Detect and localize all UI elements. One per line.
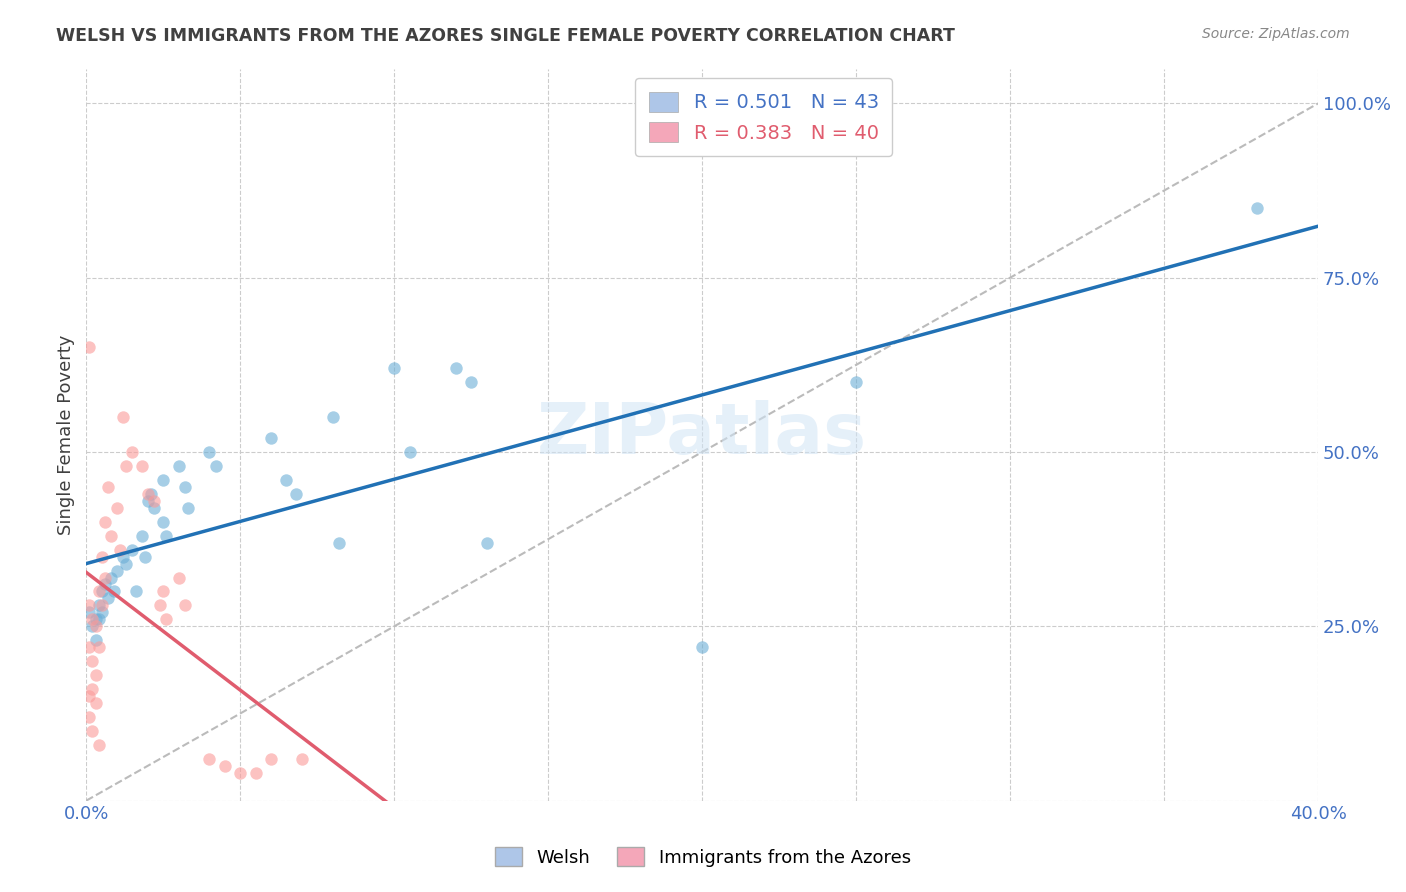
Point (82, 612, 104, 626)
Point (79, 689, 101, 703)
Point (84, 668, 107, 682)
Point (94, 577, 117, 591)
Point (198, 445, 221, 459)
Point (204, 458, 226, 473)
Point (84, 612, 107, 626)
Point (167, 458, 190, 473)
Point (79, 340, 101, 354)
Point (136, 493, 159, 508)
Point (284, 487, 307, 501)
Text: ZIPatlas: ZIPatlas (537, 401, 868, 469)
Point (845, 376, 868, 390)
Point (139, 487, 162, 501)
Point (1246, 201, 1268, 215)
Point (121, 445, 143, 459)
Point (124, 584, 146, 599)
Point (143, 500, 166, 515)
Point (84, 619, 107, 633)
Point (97, 480, 120, 494)
Point (155, 612, 177, 626)
Point (79, 710, 101, 724)
Y-axis label: Single Female Poverty: Single Female Poverty (58, 334, 75, 535)
Point (84, 696, 107, 710)
Point (90, 599, 112, 613)
Point (87, 599, 110, 613)
Point (79, 599, 101, 613)
Point (87, 584, 110, 599)
Text: Source: ZipAtlas.com: Source: ZipAtlas.com (1202, 27, 1350, 41)
Point (398, 445, 420, 459)
Point (115, 458, 138, 473)
Point (79, 606, 101, 620)
Point (475, 535, 498, 549)
Point (167, 570, 190, 584)
Point (79, 640, 101, 655)
Point (131, 529, 153, 543)
Point (276, 473, 298, 487)
Point (100, 529, 122, 543)
Point (152, 473, 174, 487)
Point (82, 619, 104, 633)
Point (322, 410, 344, 425)
Point (328, 535, 350, 549)
Point (260, 752, 283, 766)
Point (260, 431, 283, 445)
Point (82, 723, 104, 738)
Point (214, 758, 236, 772)
Point (87, 640, 110, 655)
Point (82, 681, 104, 696)
Point (173, 480, 195, 494)
Point (90, 606, 112, 620)
Point (94, 515, 117, 529)
Text: WELSH VS IMMIGRANTS FROM THE AZORES SINGLE FEMALE POVERTY CORRELATION CHART: WELSH VS IMMIGRANTS FROM THE AZORES SING… (56, 27, 955, 45)
Point (149, 599, 172, 613)
Point (94, 570, 117, 584)
Point (87, 612, 110, 626)
Point (173, 599, 195, 613)
Point (90, 584, 112, 599)
Point (143, 493, 166, 508)
Point (291, 752, 314, 766)
Point (136, 487, 159, 501)
Point (152, 584, 174, 599)
Point (112, 549, 135, 564)
Point (100, 570, 122, 584)
Point (382, 361, 405, 376)
Point (82, 654, 104, 668)
Point (97, 591, 120, 606)
Legend: Welsh, Immigrants from the Azores: Welsh, Immigrants from the Azores (488, 840, 918, 874)
Point (115, 557, 138, 571)
Point (134, 549, 156, 564)
Point (229, 765, 252, 780)
Point (108, 542, 131, 557)
Point (198, 752, 221, 766)
Legend: R = 0.501   N = 43, R = 0.383   N = 40: R = 0.501 N = 43, R = 0.383 N = 40 (636, 78, 893, 156)
Point (690, 640, 713, 655)
Point (105, 500, 128, 515)
Point (131, 458, 153, 473)
Point (460, 376, 482, 390)
Point (103, 584, 125, 599)
Point (177, 500, 200, 515)
Point (155, 529, 177, 543)
Point (121, 542, 143, 557)
Point (87, 738, 110, 752)
Point (84, 633, 107, 648)
Point (444, 361, 467, 376)
Point (152, 515, 174, 529)
Point (245, 765, 267, 780)
Point (90, 549, 112, 564)
Point (112, 410, 135, 425)
Point (105, 564, 128, 578)
